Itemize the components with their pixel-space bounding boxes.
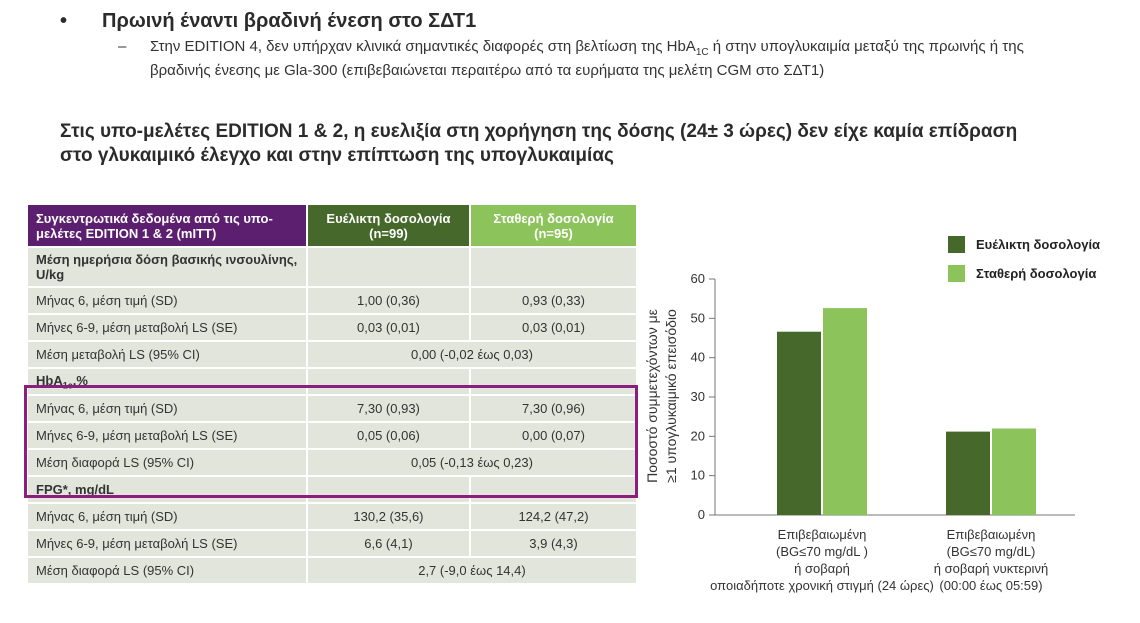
headline: Στις υπο-μελέτες EDITION 1 & 2, η ευελιξ… (60, 121, 1018, 166)
x-category-label: (00:00 έως 05:59) (939, 578, 1042, 593)
table-row: Μέση διαφορά LS (95% CI) 0,05 (-0,13 έως… (28, 450, 636, 475)
sub-bullet-text: Στην EDITION 4, δεν υπήρχαν κλινικά σημα… (150, 38, 1024, 79)
y-axis-label-line2: ≥1 υπογλυκαιμικό επεισόδιο (663, 309, 679, 483)
bar-flexible-2 (946, 431, 990, 515)
header-pooled-data: Συγκεντρωτικά δεδομένα από τις υπο-μελέτ… (28, 205, 306, 246)
hypoglycemia-bar-chart: Ποσοστό συμμετεχόντων με ≥1 υπογλυκαιμικ… (644, 271, 1075, 593)
section-hba1c: HbA1c,% (28, 369, 306, 394)
table-header: Συγκεντρωτικά δεδομένα από τις υπο-μελέτ… (28, 205, 636, 246)
section-fpg: FPG*, mg/dL (28, 477, 306, 502)
y-axis-label-line1: Ποσοστό συμμετεχόντων με (644, 309, 660, 483)
table-row: Μήνες 6-9, μέση μεταβολή LS (SE) 6,6 (4,… (28, 531, 636, 556)
x-category-label: οποιαδήποτε χρονική στιγμή (24 ώρες) (710, 578, 934, 593)
x-category-label: (BG≤70 mg/dL) (947, 544, 1036, 559)
bar-flexible-1 (777, 331, 821, 515)
bullet-icon: • (60, 10, 68, 32)
bars (777, 308, 1036, 515)
table-row: Μήνας 6, μέση τιμή (SD) 7,30 (0,93) 7,30… (28, 396, 636, 421)
x-category-label: Επιβεβαιωμένη (947, 527, 1036, 542)
table-row: Μήνες 6-9, μέση μεταβολή LS (SE) 0,03 (0… (28, 315, 636, 340)
x-category-label: Επιβεβαιωμένη (778, 527, 867, 542)
y-tick-label: 60 (691, 271, 705, 286)
slide-title: Πρωινή έναντι βραδινή ένεση στο ΣΔΤ1 (102, 10, 477, 32)
table-row: Μήνας 6, μέση τιμή (SD) 1,00 (0,36) 0,93… (28, 288, 636, 313)
table-row: Μέση μεταβολή LS (95% CI) 0,00 (-0,02 έω… (28, 342, 636, 367)
header-fixed-dosing: Σταθερή δοσολογία (n=95) (470, 205, 636, 246)
dash-icon: – (118, 38, 127, 55)
legend-swatch-fixed (948, 265, 965, 282)
table-row: Μήνες 6-9, μέση μεταβολή LS (SE) 0,05 (0… (28, 423, 636, 448)
table-row: Μήνας 6, μέση τιμή (SD) 130,2 (35,6) 124… (28, 504, 636, 529)
x-category-label: (BG≤70 mg/dL ) (776, 544, 868, 559)
y-tick-label: 30 (691, 389, 705, 404)
y-tick-label: 10 (691, 468, 705, 483)
header-flexible-dosing: Ευέλικτη δοσολογία (n=99) (307, 205, 469, 246)
x-category-label: ή σοβαρή νυκτερινή (934, 561, 1048, 576)
table-row: FPG*, mg/dL (28, 477, 636, 502)
y-tick-label: 0 (698, 507, 705, 522)
table-row: HbA1c,% (28, 369, 636, 394)
y-tick-label: 50 (691, 310, 705, 325)
data-table: Συγκεντρωτικά δεδομένα από τις υπο-μελέτ… (26, 203, 638, 585)
x-category-label: ή σοβαρή (794, 561, 850, 576)
table-row: Μέση διαφορά LS (95% CI) 2,7 (-9,0 έως 1… (28, 558, 636, 583)
section-basal-dose: Μέση ημερήσια δόση βασικής ινσουλίνης, U… (28, 248, 306, 286)
y-tick-label: 20 (691, 428, 705, 443)
x-axis-labels: Επιβεβαιωμένη (BG≤70 mg/dL ) ή σοβαρή οποια… (710, 527, 1048, 593)
table-row: Μέση ημερήσια δόση βασικής ινσουλίνης, U… (28, 248, 636, 286)
y-tick-label: 40 (691, 350, 705, 365)
bar-fixed-1 (823, 308, 867, 515)
bar-fixed-2 (992, 428, 1036, 515)
legend-swatch-flexible (948, 236, 965, 253)
